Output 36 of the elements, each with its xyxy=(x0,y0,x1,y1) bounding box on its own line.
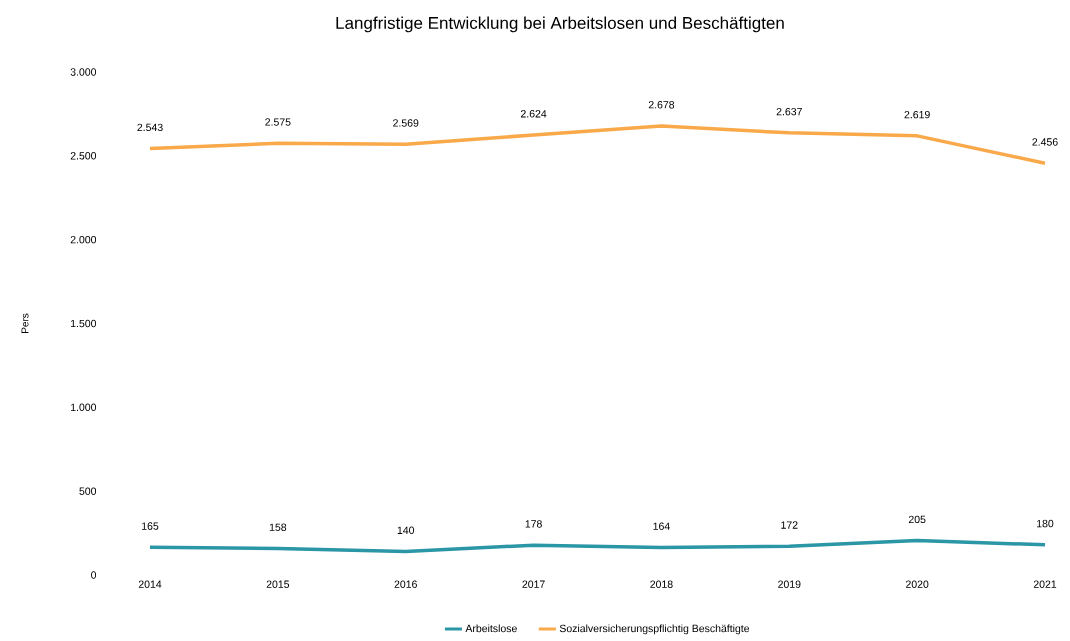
y-tick-label: 2.000 xyxy=(70,235,97,244)
x-tick-label: 2015 xyxy=(266,580,290,588)
legend-label: Arbeitslose xyxy=(465,624,517,633)
data-label: 180 xyxy=(1037,519,1054,528)
data-label: 165 xyxy=(142,522,159,530)
x-tick-label: 2018 xyxy=(650,580,673,588)
data-label: 2.619 xyxy=(904,110,930,119)
y-tick-label: 2.500 xyxy=(70,152,97,160)
data-label: 2.637 xyxy=(776,107,802,116)
line-series xyxy=(148,538,1047,554)
x-tick-label: 2020 xyxy=(906,580,929,588)
x-tick-label: 2021 xyxy=(1033,580,1057,588)
data-label: 2.456 xyxy=(1032,138,1058,146)
data-label: 2.678 xyxy=(648,101,675,109)
y-tick-label: 3.000 xyxy=(70,68,97,76)
data-label: 2.624 xyxy=(520,110,547,118)
y-tick-label: 0 xyxy=(91,571,97,579)
x-tick-label: 2014 xyxy=(138,580,162,588)
chart-title: Langfristige Entwicklung bei Arbeitslosen und Beschäftigten xyxy=(336,16,784,33)
y-tick-label: 500 xyxy=(79,487,97,495)
y-axis-title: Pers xyxy=(21,313,29,333)
data-label: 164 xyxy=(653,522,670,530)
legend-label: Sozialversicherungspflichtig Beschäftigte xyxy=(559,624,750,635)
data-label: 205 xyxy=(908,515,926,524)
x-tick-label: 2017 xyxy=(522,580,545,588)
data-label: 2.575 xyxy=(265,118,291,126)
y-tick-label: 1.000 xyxy=(71,403,97,412)
data-label: 2.543 xyxy=(137,123,163,132)
data-label: 2.569 xyxy=(393,119,419,127)
x-tick-label: 2016 xyxy=(394,580,417,588)
data-label: 172 xyxy=(781,521,798,529)
data-label: 178 xyxy=(525,520,542,528)
y-tick-label: 1.500 xyxy=(71,319,97,328)
data-label: 140 xyxy=(397,526,415,534)
data-label: 158 xyxy=(269,523,287,531)
x-tick-label: 2019 xyxy=(778,580,801,588)
